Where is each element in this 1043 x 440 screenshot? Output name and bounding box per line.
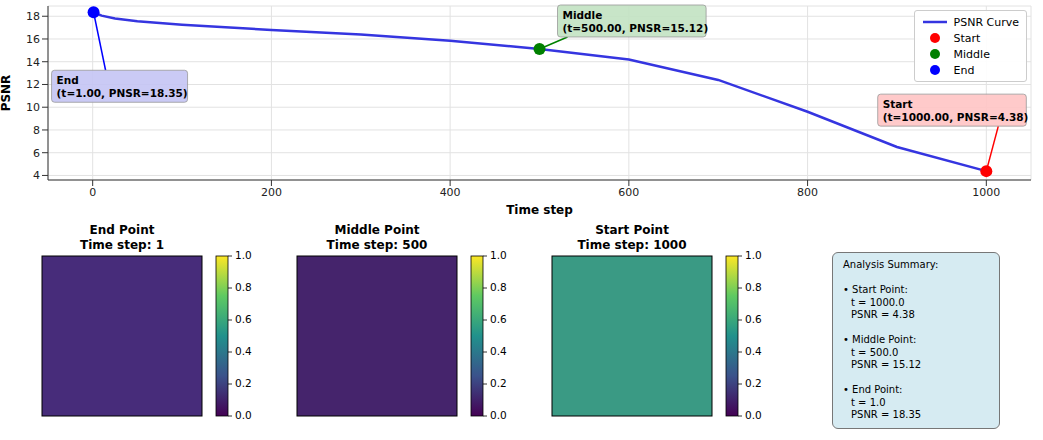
html-text:PSNR = 15.12: PSNR = 15.12: [851, 359, 922, 370]
svg-text:0.4: 0.4: [490, 345, 507, 357]
svg-text:200: 200: [261, 186, 282, 199]
svg-text:0.6: 0.6: [490, 313, 507, 325]
svg-text:0.4: 0.4: [745, 345, 762, 357]
svg-text:0.2: 0.2: [745, 377, 762, 389]
html-text:Middle: Middle: [953, 47, 990, 61]
html-text:End: End: [953, 63, 975, 77]
svg-text:1.0: 1.0: [490, 249, 507, 261]
html-text:Start: Start: [953, 31, 981, 45]
svg-text:8: 8: [33, 124, 40, 137]
svg-text:0.6: 0.6: [235, 313, 252, 325]
svg-text:12: 12: [26, 78, 40, 91]
html-text:t = 1000.0: t = 1000.0: [851, 296, 905, 308]
svg-text:800: 800: [797, 186, 818, 199]
svg-text:PSNR: PSNR: [0, 75, 13, 112]
svg-text:0.6: 0.6: [745, 313, 762, 325]
svg-text:16: 16: [26, 33, 40, 46]
html-text:t = 1.0: t = 1.0: [851, 396, 886, 408]
svg-text:10: 10: [26, 101, 40, 114]
svg-text:0.0: 0.0: [490, 409, 507, 421]
svg-text:Time step: 1: Time step: 1: [80, 238, 164, 252]
svg-text:4: 4: [33, 169, 40, 182]
svg-text:1.0: 1.0: [235, 249, 252, 261]
svg-text:0.8: 0.8: [235, 281, 252, 293]
svg-text:0.8: 0.8: [490, 281, 507, 293]
svg-text:Start(t=1000.00, PNSR=4.38): Start(t=1000.00, PNSR=4.38): [883, 98, 1029, 123]
svg-text:Start Point: Start Point: [595, 223, 669, 237]
svg-text:14: 14: [26, 56, 40, 69]
svg-text:0.2: 0.2: [235, 377, 252, 389]
html-text:• Middle Point:: • Middle Point:: [843, 334, 917, 345]
svg-text:Middle(t=500.00, PNSR=15.12): Middle(t=500.00, PNSR=15.12): [563, 9, 709, 34]
html-text:• End Point:: • End Point:: [843, 384, 903, 395]
svg-text:0: 0: [89, 186, 96, 199]
svg-text:18: 18: [26, 10, 40, 23]
svg-text:6: 6: [33, 147, 40, 160]
svg-text:1000: 1000: [972, 186, 1000, 199]
svg-text:0.2: 0.2: [490, 377, 507, 389]
svg-text:Time step: 500: Time step: 500: [327, 238, 428, 252]
svg-text:0.0: 0.0: [745, 409, 762, 421]
svg-text:1.0: 1.0: [745, 249, 762, 261]
html-text:Analysis Summary:: Analysis Summary:: [843, 259, 939, 270]
html-text:PSNR Curve: PSNR Curve: [953, 15, 1019, 29]
svg-text:Middle Point: Middle Point: [334, 223, 419, 237]
svg-text:End Point: End Point: [90, 223, 155, 237]
svg-text:400: 400: [440, 186, 461, 199]
svg-text:600: 600: [618, 186, 639, 199]
svg-text:0.0: 0.0: [235, 409, 252, 421]
html-text:• Start Point:: • Start Point:: [843, 284, 908, 295]
html-text:t = 500.0: t = 500.0: [851, 346, 899, 358]
svg-text:0.8: 0.8: [745, 281, 762, 293]
html-text:PSNR = 18.35: PSNR = 18.35: [851, 409, 922, 420]
html-text:PSNR = 4.38: PSNR = 4.38: [851, 309, 915, 320]
svg-text:Time step: 1000: Time step: 1000: [577, 238, 686, 252]
svg-text:End(t=1.00, PNSR=18.35): End(t=1.00, PNSR=18.35): [57, 74, 188, 99]
svg-text:Time step: Time step: [506, 203, 573, 217]
svg-text:0.4: 0.4: [235, 345, 252, 357]
